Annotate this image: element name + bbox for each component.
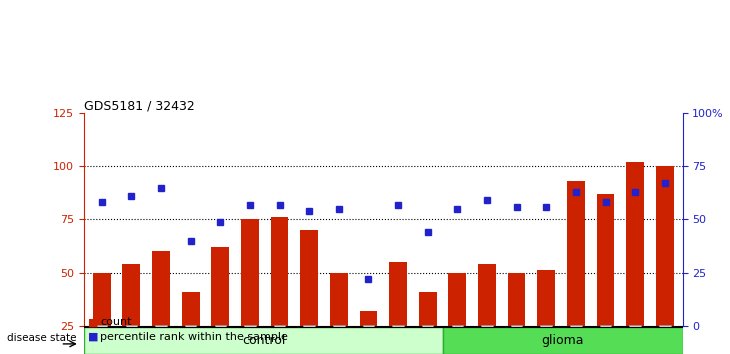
Bar	[389, 262, 407, 326]
Text: GSM769929: GSM769929	[364, 327, 373, 354]
Text: GSM769930: GSM769930	[393, 327, 402, 354]
Text: GSM769928: GSM769928	[334, 327, 343, 354]
Text: GSM769935: GSM769935	[542, 327, 550, 354]
Bar	[567, 181, 585, 326]
Text: GDS5181 / 32432: GDS5181 / 32432	[84, 99, 195, 112]
Bar	[443, 327, 683, 354]
Bar	[537, 270, 555, 326]
Text: GSM769936: GSM769936	[572, 327, 580, 354]
Text: ■: ■	[88, 318, 98, 327]
Text: GSM769937: GSM769937	[601, 327, 610, 354]
Bar	[626, 162, 644, 326]
Text: GSM769926: GSM769926	[275, 327, 284, 354]
Text: count: count	[100, 318, 131, 327]
Text: GSM769934: GSM769934	[512, 327, 521, 354]
Text: GSM769925: GSM769925	[245, 327, 254, 354]
Text: GSM769922: GSM769922	[156, 327, 166, 354]
Text: ■: ■	[88, 332, 98, 342]
Text: GSM769931: GSM769931	[423, 327, 432, 354]
Text: GSM769939: GSM769939	[660, 327, 669, 354]
Bar	[271, 217, 288, 326]
Bar	[507, 273, 526, 326]
Bar	[478, 264, 496, 326]
Bar	[300, 230, 318, 326]
Text: GSM769927: GSM769927	[304, 327, 314, 354]
Bar	[656, 166, 674, 326]
Text: control: control	[242, 334, 285, 347]
Text: GSM769938: GSM769938	[631, 327, 639, 354]
Bar	[596, 194, 615, 326]
Bar	[330, 273, 347, 326]
Bar	[152, 251, 170, 326]
Bar	[448, 273, 466, 326]
Text: GSM769924: GSM769924	[216, 327, 225, 354]
Bar	[212, 247, 229, 326]
Text: GSM769920: GSM769920	[97, 327, 107, 354]
Bar	[123, 264, 140, 326]
Bar	[419, 292, 437, 326]
Bar	[93, 273, 111, 326]
Text: GSM769921: GSM769921	[127, 327, 136, 354]
Text: GSM769933: GSM769933	[483, 327, 491, 354]
Text: GSM769923: GSM769923	[186, 327, 195, 354]
Text: GSM769932: GSM769932	[453, 327, 462, 354]
Text: glioma: glioma	[542, 334, 584, 347]
Bar	[182, 292, 199, 326]
Text: percentile rank within the sample: percentile rank within the sample	[100, 332, 288, 342]
Bar	[360, 311, 377, 326]
Bar	[84, 327, 443, 354]
Bar	[241, 219, 259, 326]
Text: disease state: disease state	[7, 333, 77, 343]
